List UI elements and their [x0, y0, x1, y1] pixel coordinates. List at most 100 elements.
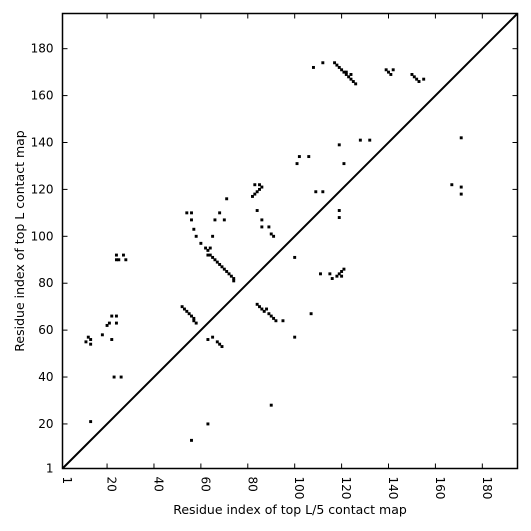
y-tick-label: 180	[31, 42, 54, 56]
contact-point-lower	[194, 234, 198, 238]
y-tick-label: 140	[31, 135, 54, 149]
contact-point-lower	[110, 338, 114, 341]
contact-point-lower	[328, 272, 332, 276]
contact-point-lower	[218, 262, 222, 266]
x-axis-label: Residue index of top L/5 contact map	[173, 502, 407, 517]
contact-point-lower	[218, 342, 222, 346]
contact-point-lower	[267, 312, 271, 316]
contact-point-upper	[347, 75, 351, 79]
contact-point-lower	[192, 227, 196, 231]
contact-point-upper	[459, 136, 463, 140]
contact-point-upper	[321, 190, 325, 194]
y-tick-label: 80	[38, 276, 53, 290]
contact-point-lower	[122, 253, 125, 257]
contact-point-upper	[337, 143, 341, 147]
contact-point-lower	[272, 316, 276, 320]
contact-point-lower	[269, 232, 273, 236]
x-tick-label: 100	[292, 477, 306, 500]
contact-point-lower	[255, 209, 259, 212]
contact-point-lower	[222, 218, 226, 222]
contact-point-lower	[206, 338, 210, 341]
contact-point-upper	[314, 190, 318, 194]
contact-point-upper	[344, 70, 348, 74]
contact-point-lower	[112, 375, 116, 379]
x-tick-label: 140	[386, 477, 400, 500]
contact-point-lower	[117, 258, 121, 262]
contact-point-lower	[114, 253, 118, 257]
contact-point-lower	[213, 258, 217, 262]
contact-point-lower	[220, 345, 224, 349]
x-tick-label: 60	[198, 477, 212, 492]
contact-point-upper	[384, 68, 388, 72]
contact-point-upper	[333, 61, 337, 65]
contact-point-lower	[215, 340, 219, 344]
contact-point-lower	[225, 197, 229, 201]
contact-point-lower	[199, 241, 203, 245]
contact-point-upper	[450, 183, 454, 187]
contact-point-lower	[335, 274, 339, 278]
contact-point-lower	[124, 258, 128, 262]
contact-point-upper	[349, 77, 353, 81]
contact-point-lower	[208, 253, 212, 257]
contact-point-upper	[368, 138, 372, 142]
contact-point-lower	[190, 211, 193, 215]
contact-point-lower	[100, 333, 104, 337]
contact-point-lower	[281, 319, 285, 323]
contact-point-lower	[267, 225, 271, 229]
contact-point-lower	[330, 277, 334, 280]
contact-point-upper	[344, 73, 348, 76]
contact-point-lower	[84, 340, 88, 344]
y-tick-label: 20	[38, 417, 53, 431]
contact-point-lower	[187, 312, 191, 316]
y-tick-label: 100	[31, 229, 54, 243]
contact-point-lower	[89, 342, 93, 346]
contact-point-lower	[185, 211, 189, 215]
contact-point-lower	[232, 279, 236, 283]
contact-point-lower	[105, 323, 109, 327]
contact-point-upper	[297, 155, 301, 159]
contact-point-upper	[422, 77, 426, 81]
contact-point-lower	[206, 253, 210, 257]
contact-point-upper	[387, 70, 390, 74]
contact-point-lower	[211, 234, 215, 238]
contact-point-upper	[349, 73, 353, 76]
contact-point-lower	[192, 316, 196, 320]
contact-point-lower	[110, 314, 114, 318]
contact-point-lower	[194, 321, 198, 325]
contact-point-lower	[258, 305, 261, 309]
contact-point-upper	[337, 216, 341, 220]
contact-point-lower	[258, 183, 261, 187]
contact-point-lower	[253, 183, 257, 187]
y-axis-label: Residue index of top L contact map	[12, 130, 27, 351]
contact-point-lower	[220, 265, 224, 269]
plot-frame	[61, 12, 519, 470]
contact-point-lower	[211, 335, 215, 339]
contact-point-lower	[260, 225, 264, 229]
x-tick-label: 80	[245, 477, 259, 492]
diagonal-line	[61, 12, 519, 470]
contact-point-lower	[225, 270, 229, 273]
contact-point-lower	[213, 218, 217, 222]
contact-point-lower	[211, 255, 215, 259]
contact-point-upper	[321, 61, 325, 65]
contact-point-lower	[232, 277, 236, 280]
contact-point-lower	[253, 192, 257, 196]
contact-point-lower	[340, 270, 344, 273]
contact-point-upper	[391, 68, 395, 72]
contact-point-upper	[337, 209, 341, 212]
contact-point-lower	[293, 335, 297, 339]
contact-point-lower	[342, 267, 346, 271]
contact-point-lower	[269, 403, 273, 407]
contact-point-lower	[222, 267, 226, 271]
contact-point-upper	[295, 162, 299, 166]
contact-point-upper	[459, 185, 463, 189]
contact-point-lower	[204, 246, 208, 250]
x-tick-label: 1	[60, 477, 74, 485]
axis-ticks: 1 20 40 60 80 100 120 140 160 1801204060801001201…	[31, 13, 518, 500]
contact-point-lower	[272, 234, 276, 238]
contact-point-lower	[293, 255, 297, 259]
contact-point-upper	[337, 65, 341, 69]
contact-point-lower	[337, 272, 341, 276]
contact-point-upper	[351, 80, 355, 83]
